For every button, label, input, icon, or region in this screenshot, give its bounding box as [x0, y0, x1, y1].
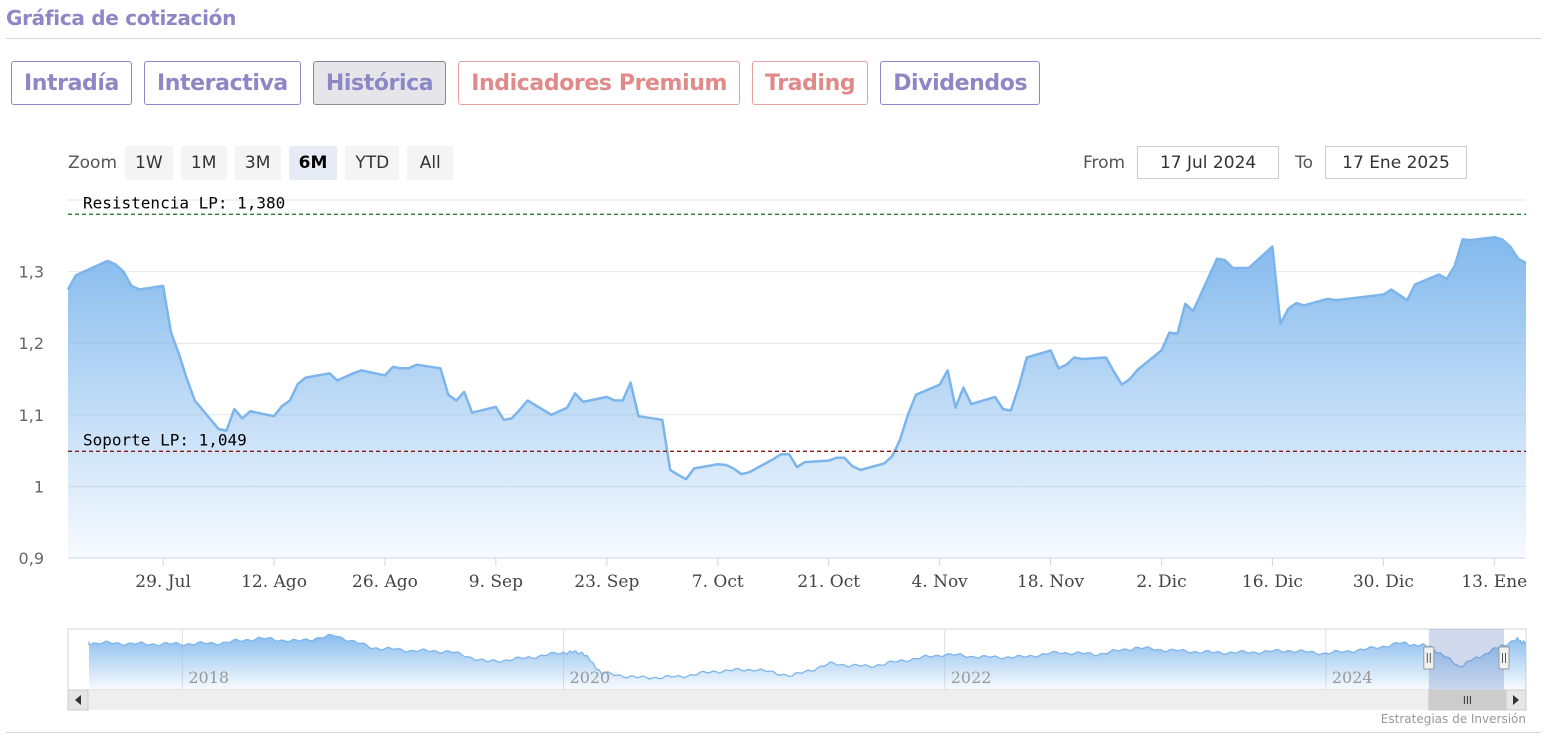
tab-intradia[interactable]: Intradía [11, 61, 132, 105]
x-tick-label: 30. Dic [1353, 572, 1414, 592]
x-tick-label: 23. Sep [574, 572, 639, 592]
zoom-bar: Zoom 1W 1M 3M 6M YTD All [68, 146, 461, 180]
x-axis: 29. Jul 12. Ago 26. Ago 9. Sep 23. Sep 7. Oct… [135, 558, 1527, 592]
grip-icon [1463, 696, 1471, 704]
navigator-selection[interactable] [1428, 629, 1504, 690]
x-tick-label: 2. Dic [1136, 572, 1186, 592]
price-area [68, 237, 1526, 558]
navigator-tick-label: 2022 [951, 668, 992, 687]
y-tick-label: 1,2 [19, 334, 44, 353]
zoom-1m-button[interactable]: 1M [180, 146, 227, 180]
x-tick-label: 7. Oct [692, 572, 744, 592]
navigator-left-handle[interactable] [1423, 646, 1435, 670]
price-line [66, 235, 1527, 481]
arrow-right-icon [1513, 695, 1519, 705]
navigator-tick-label: 2020 [570, 668, 611, 687]
to-date-input[interactable]: 17 Ene 2025 [1325, 146, 1467, 179]
x-tick-label: 18. Nov [1017, 572, 1085, 592]
from-label: From [1082, 152, 1126, 173]
zoom-1w-button[interactable]: 1W [125, 146, 173, 180]
x-tick-label: 9. Sep [469, 572, 523, 592]
y-tick-label: 1 [34, 477, 44, 496]
zoom-all-button[interactable]: All [407, 146, 454, 180]
x-tick-label: 16. Dic [1242, 572, 1303, 592]
zoom-ytd-button[interactable]: YTD [345, 146, 400, 180]
credit-text: Estrategias de Inversión [1380, 712, 1526, 726]
x-tick-label: 29. Jul [135, 572, 191, 592]
zoom-3m-button[interactable]: 3M [234, 146, 281, 180]
tab-indicadores-premium[interactable]: Indicadores Premium [458, 61, 740, 105]
title-divider [6, 38, 1541, 39]
arrow-left-icon [75, 695, 81, 705]
tab-interactiva[interactable]: Interactiva [144, 61, 301, 105]
navigator-line [88, 633, 1527, 680]
resistance-label: Resistencia LP: 1,380 [83, 193, 285, 212]
chart-tabs: Intradía Interactiva Histórica Indicador… [11, 61, 1041, 105]
x-tick-label: 13. Ene [1461, 572, 1527, 592]
bottom-divider [6, 732, 1541, 733]
zoom-label: Zoom [68, 153, 118, 173]
x-tick-label: 4. Nov [911, 572, 968, 592]
tab-dividendos[interactable]: Dividendos [880, 61, 1041, 105]
navigator-axis: 2018 2020 2022 2024 [188, 668, 1372, 687]
from-date-input[interactable]: 17 Jul 2024 [1137, 146, 1280, 179]
x-tick-label: 26. Ago [352, 572, 418, 592]
x-tick-label: 21. Oct [797, 572, 860, 592]
navigator-tick-label: 2024 [1332, 668, 1373, 687]
support-label: Soporte LP: 1,049 [83, 430, 247, 449]
navigator-right-handle[interactable] [1498, 646, 1510, 670]
zoom-6m-button[interactable]: 6M [288, 146, 338, 180]
y-tick-label: 1,1 [19, 406, 44, 425]
date-range: From 17 Jul 2024 To 17 Ene 2025 [1083, 146, 1467, 179]
navigator-tick-label: 2018 [188, 668, 229, 687]
navigator-area [89, 634, 1526, 690]
y-tick-label: 0,9 [19, 549, 44, 568]
scrollbar-track[interactable] [68, 690, 1526, 710]
tab-trading[interactable]: Trading [752, 61, 869, 105]
to-label: To [1295, 152, 1313, 173]
page-title: Gráfica de cotización [6, 6, 237, 30]
tab-historica[interactable]: Histórica [312, 61, 447, 105]
x-tick-label: 12. Ago [241, 572, 307, 592]
y-tick-label: 1,3 [19, 263, 44, 282]
y-axis: 0,9 1 1,1 1,2 1,3 [19, 263, 44, 568]
